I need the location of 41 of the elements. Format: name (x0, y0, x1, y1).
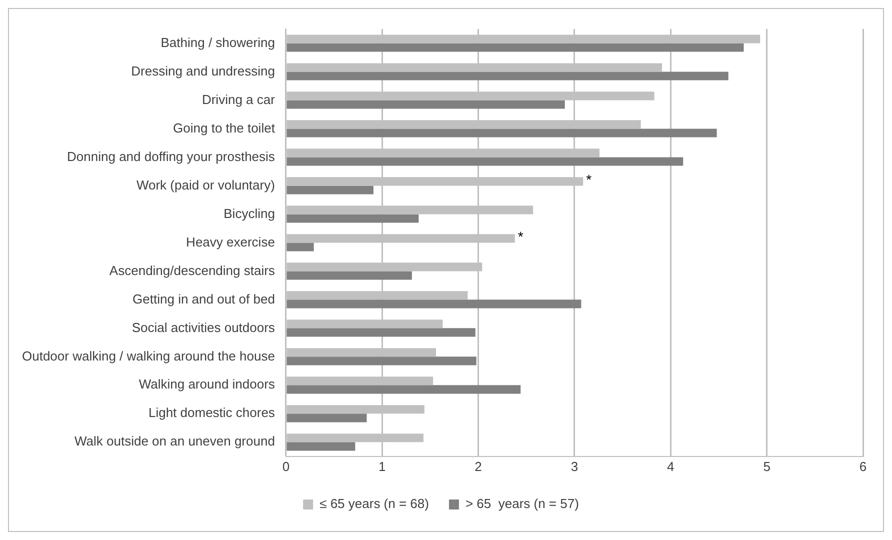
bar (286, 43, 744, 52)
bar (286, 328, 476, 337)
annotation: * (518, 228, 524, 245)
y-tick-label: Driving a car (202, 92, 276, 107)
y-tick-label: Getting in and out of bed (132, 291, 275, 306)
y-tick-label: Light domestic chores (148, 405, 276, 420)
x-tick-label: 1 (378, 458, 386, 474)
y-tick-label: Bicycling (224, 206, 275, 221)
x-tick-label: 3 (570, 458, 578, 474)
bar (286, 300, 582, 308)
y-tick-label: Walking around indoors (138, 376, 276, 392)
bar (286, 157, 684, 166)
bar (286, 414, 367, 422)
y-tick-label: Donning and doffing your prosthesis (67, 148, 276, 164)
y-tick-label: Outdoor walking / walking around the house (22, 348, 275, 364)
x-tick-label: 4 (667, 458, 674, 474)
y-tick-label: Bathing / showering (160, 34, 275, 50)
y-tick-label: Going to the toilet (173, 120, 276, 136)
annotation: * (586, 172, 592, 188)
bar (286, 356, 476, 366)
y-tick-label: Heavy exercise (186, 234, 275, 250)
bar (286, 442, 356, 451)
bar (286, 72, 728, 80)
y-tick-label: Dressing and undressing (131, 63, 275, 78)
legend-label: > 65 years (n = 57) (465, 496, 579, 512)
x-tick-label: 5 (763, 458, 770, 474)
bar (286, 100, 565, 109)
x-tick-label: 2 (474, 458, 482, 474)
legend-label: ≤ 65 years (n = 68) (320, 496, 429, 512)
bar (286, 214, 419, 223)
bar (286, 128, 717, 138)
bar (286, 385, 521, 394)
bar (286, 271, 412, 280)
y-tick-label: Ascending/descending stairs (109, 262, 276, 278)
bar (286, 186, 374, 194)
y-tick-label: Work (paid or voluntary) (136, 177, 275, 192)
y-tick-label: Walk outside on an uneven ground (74, 434, 275, 449)
x-tick-label: 0 (282, 458, 290, 474)
y-tick-label: Social activities outdoors (132, 320, 276, 335)
bar (286, 242, 314, 252)
x-tick-label: 6 (859, 458, 867, 474)
